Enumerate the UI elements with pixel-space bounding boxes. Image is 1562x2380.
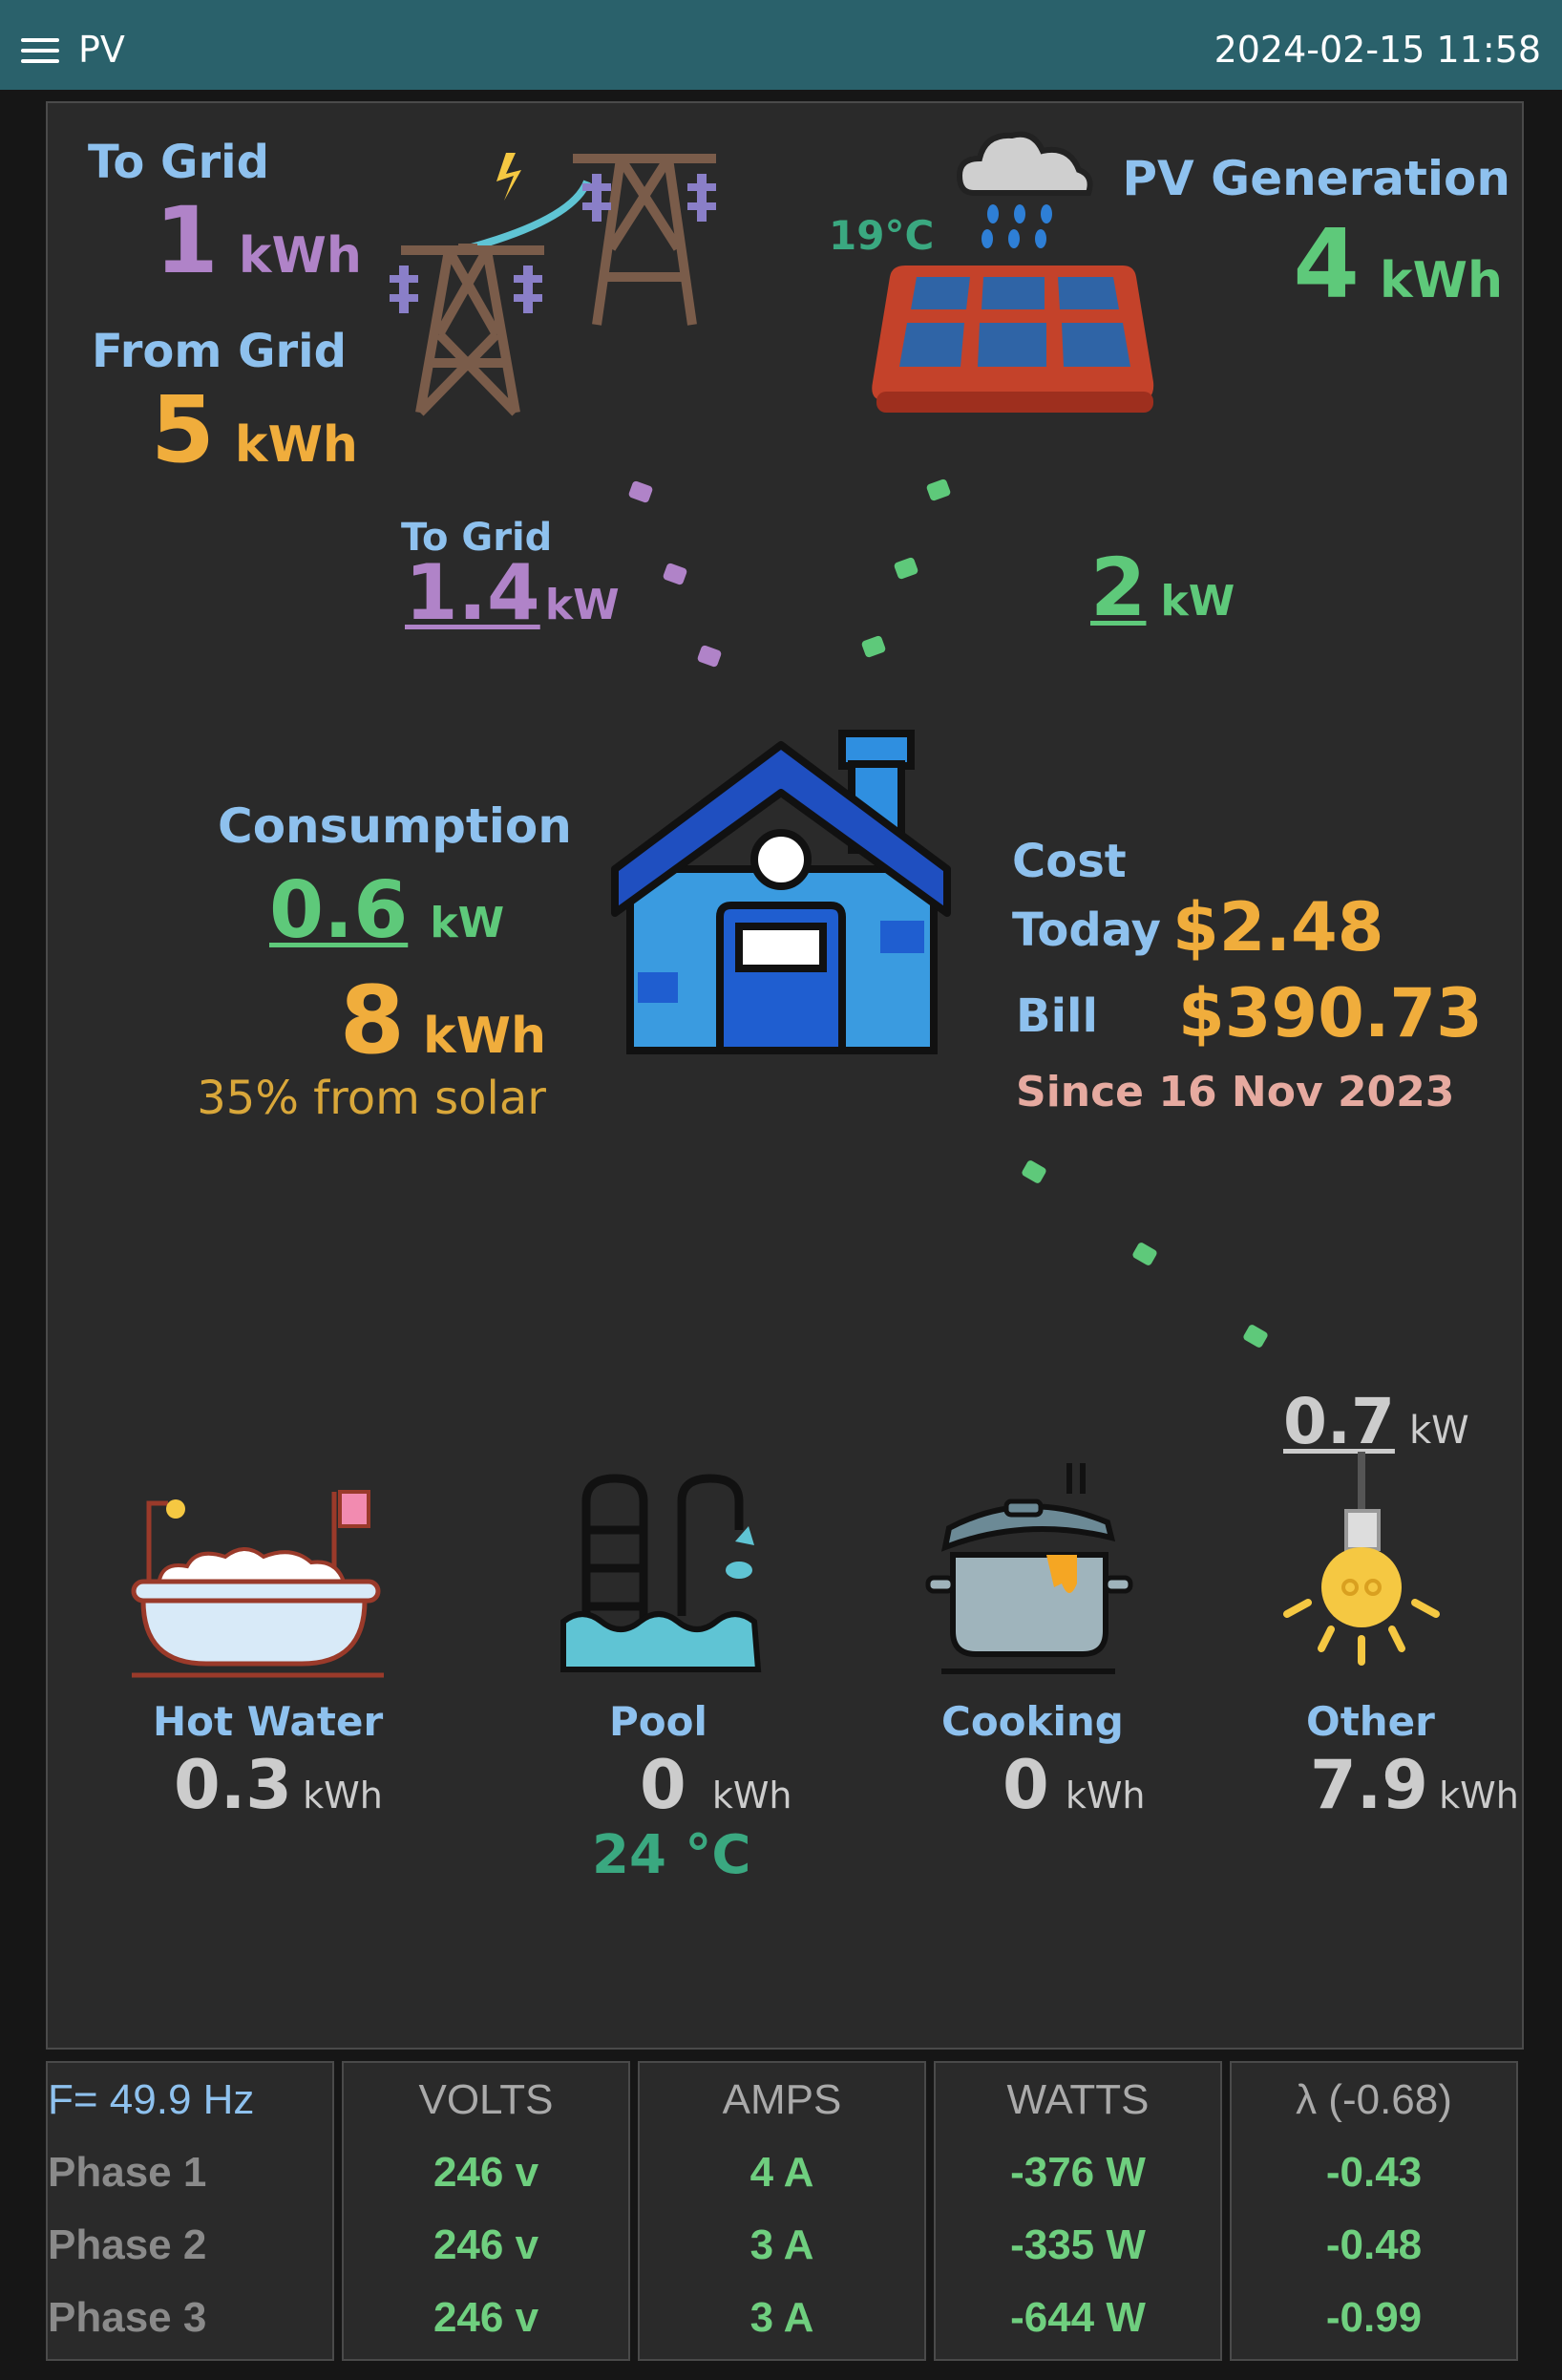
pv-flow: 2 kW <box>1090 541 1235 634</box>
consumption-power: 0.6 kW <box>269 865 504 956</box>
other-power-value: 0.7 <box>1283 1385 1395 1458</box>
pool-value: 0 <box>640 1746 686 1824</box>
load-label-pool: Pool <box>609 1698 707 1745</box>
grid-flow-value: 1.4 <box>405 548 540 637</box>
bill-label: Bill <box>1016 989 1098 1043</box>
pv-generation-energy: 4 kWh <box>1293 208 1503 320</box>
to-grid-unit: kWh <box>238 227 362 285</box>
phase-1-power-factor: -0.43 <box>1325 2149 1423 2196</box>
cooking-pot-icon <box>925 1463 1133 1674</box>
volts-header: VOLTS <box>418 2076 554 2123</box>
from-grid-energy: 5 kWh <box>151 376 358 483</box>
pv-flow-value: 2 <box>1090 541 1147 634</box>
amps-header: AMPS <box>722 2076 842 2123</box>
menu-icon[interactable] <box>21 38 59 67</box>
to-grid-label: To Grid <box>88 136 269 189</box>
phase-3-watts: -644 W <box>1010 2294 1146 2341</box>
other-power-unit: kW <box>1409 1409 1469 1453</box>
grid-flow-label: To Grid <box>401 516 553 560</box>
pool-temperature: 24 °C <box>592 1824 751 1886</box>
pool-icon <box>560 1474 762 1672</box>
load-value-hot-water: 0.3 kWh <box>174 1746 383 1824</box>
rain-cloud-icon <box>956 131 1093 248</box>
load-label-hot-water: Hot Water <box>153 1698 384 1745</box>
other-unit: kWh <box>1439 1774 1519 1817</box>
bill-value: $390.73 <box>1178 974 1483 1052</box>
pool-unit: kWh <box>711 1774 792 1817</box>
load-value-pool: 0 kWh <box>640 1746 792 1824</box>
power-towers-icon <box>390 153 716 416</box>
bathtub-icon <box>131 1490 384 1678</box>
from-grid-unit: kWh <box>234 416 358 474</box>
solar-share: 35% from solar <box>197 1072 546 1125</box>
phase-1-label: Phase 1 <box>48 2149 207 2196</box>
power-factor-column: λ (-0.68) -0.43 -0.48 -0.99 <box>1230 2061 1518 2361</box>
from-grid-label: From Grid <box>92 325 347 378</box>
phase-2-volts: 246 v <box>433 2221 539 2268</box>
phase-1-amps: 4 A <box>749 2149 814 2196</box>
solar-panel-icon <box>872 266 1154 413</box>
load-label-other: Other <box>1306 1698 1435 1745</box>
top-bar <box>0 0 1562 90</box>
phase-3-power-factor: -0.99 <box>1325 2294 1423 2341</box>
cost-label: Cost <box>1012 835 1127 888</box>
phase-2-watts: -335 W <box>1010 2221 1146 2268</box>
bill-since: Since 16 Nov 2023 <box>1016 1068 1455 1116</box>
volts-column: VOLTS 246 v 246 v 246 v <box>342 2061 630 2361</box>
phase-3-amps: 3 A <box>749 2294 814 2341</box>
phase-2-label: Phase 2 <box>48 2221 207 2268</box>
other-value: 7.9 <box>1310 1746 1429 1824</box>
other-power: 0.7 kW <box>1283 1385 1469 1458</box>
consumption-power-value: 0.6 <box>269 865 409 956</box>
pv-generation-label: PV Generation <box>1122 151 1510 206</box>
consumption-power-unit: kW <box>430 899 505 947</box>
pv-flow-unit: kW <box>1160 577 1235 626</box>
outdoor-temperature: 19°C <box>829 212 935 259</box>
frequency: F= 49.9 Hz <box>48 2076 255 2123</box>
datetime: 2024-02-15 11:58 <box>1214 29 1541 71</box>
amps-column: AMPS 4 A 3 A 3 A <box>638 2061 926 2361</box>
consumption-energy-unit: kWh <box>423 1008 546 1065</box>
house-icon <box>611 730 951 1054</box>
load-label-cooking: Cooking <box>941 1698 1124 1745</box>
consumption-label: Consumption <box>218 798 572 854</box>
load-value-other: 7.9 kWh <box>1310 1746 1519 1824</box>
pv-generation-value: 4 <box>1293 208 1360 320</box>
grid-flow-unit: kW <box>544 581 620 629</box>
hot-water-value: 0.3 <box>174 1746 293 1824</box>
main-panel <box>46 101 1524 2050</box>
phase-1-watts: -376 W <box>1010 2149 1146 2196</box>
phase-label-column: F= 49.9 Hz Phase 1 Phase 2 Phase 3 <box>46 2061 334 2361</box>
consumption-energy-value: 8 <box>339 967 405 1075</box>
grid-flow: 1.4 kW <box>405 548 620 637</box>
phase-2-power-factor: -0.48 <box>1325 2221 1423 2268</box>
watts-header: WATTS <box>1006 2076 1150 2123</box>
to-grid-energy: 1 kWh <box>155 187 362 294</box>
pv-generation-unit: kWh <box>1380 252 1503 309</box>
light-bulb-icon <box>1283 1452 1440 1666</box>
hot-water-unit: kWh <box>303 1774 383 1817</box>
phase-3-volts: 246 v <box>433 2294 539 2341</box>
cost-today-label: Today <box>1012 903 1161 957</box>
phase-1-volts: 246 v <box>433 2149 539 2196</box>
to-grid-value: 1 <box>155 187 219 294</box>
phase-2-amps: 3 A <box>749 2221 814 2268</box>
load-value-cooking: 0 kWh <box>1003 1746 1145 1824</box>
from-grid-value: 5 <box>151 376 215 483</box>
cooking-value: 0 <box>1003 1746 1049 1824</box>
cooking-unit: kWh <box>1065 1774 1146 1817</box>
power-factor-header: λ (-0.68) <box>1296 2076 1452 2123</box>
consumption-energy: 8 kWh <box>340 967 546 1075</box>
phase-3-label: Phase 3 <box>48 2294 207 2341</box>
cost-today-value: $2.48 <box>1172 888 1384 967</box>
watts-column: WATTS -376 W -335 W -644 W <box>934 2061 1222 2361</box>
app-title: PV <box>78 29 125 71</box>
